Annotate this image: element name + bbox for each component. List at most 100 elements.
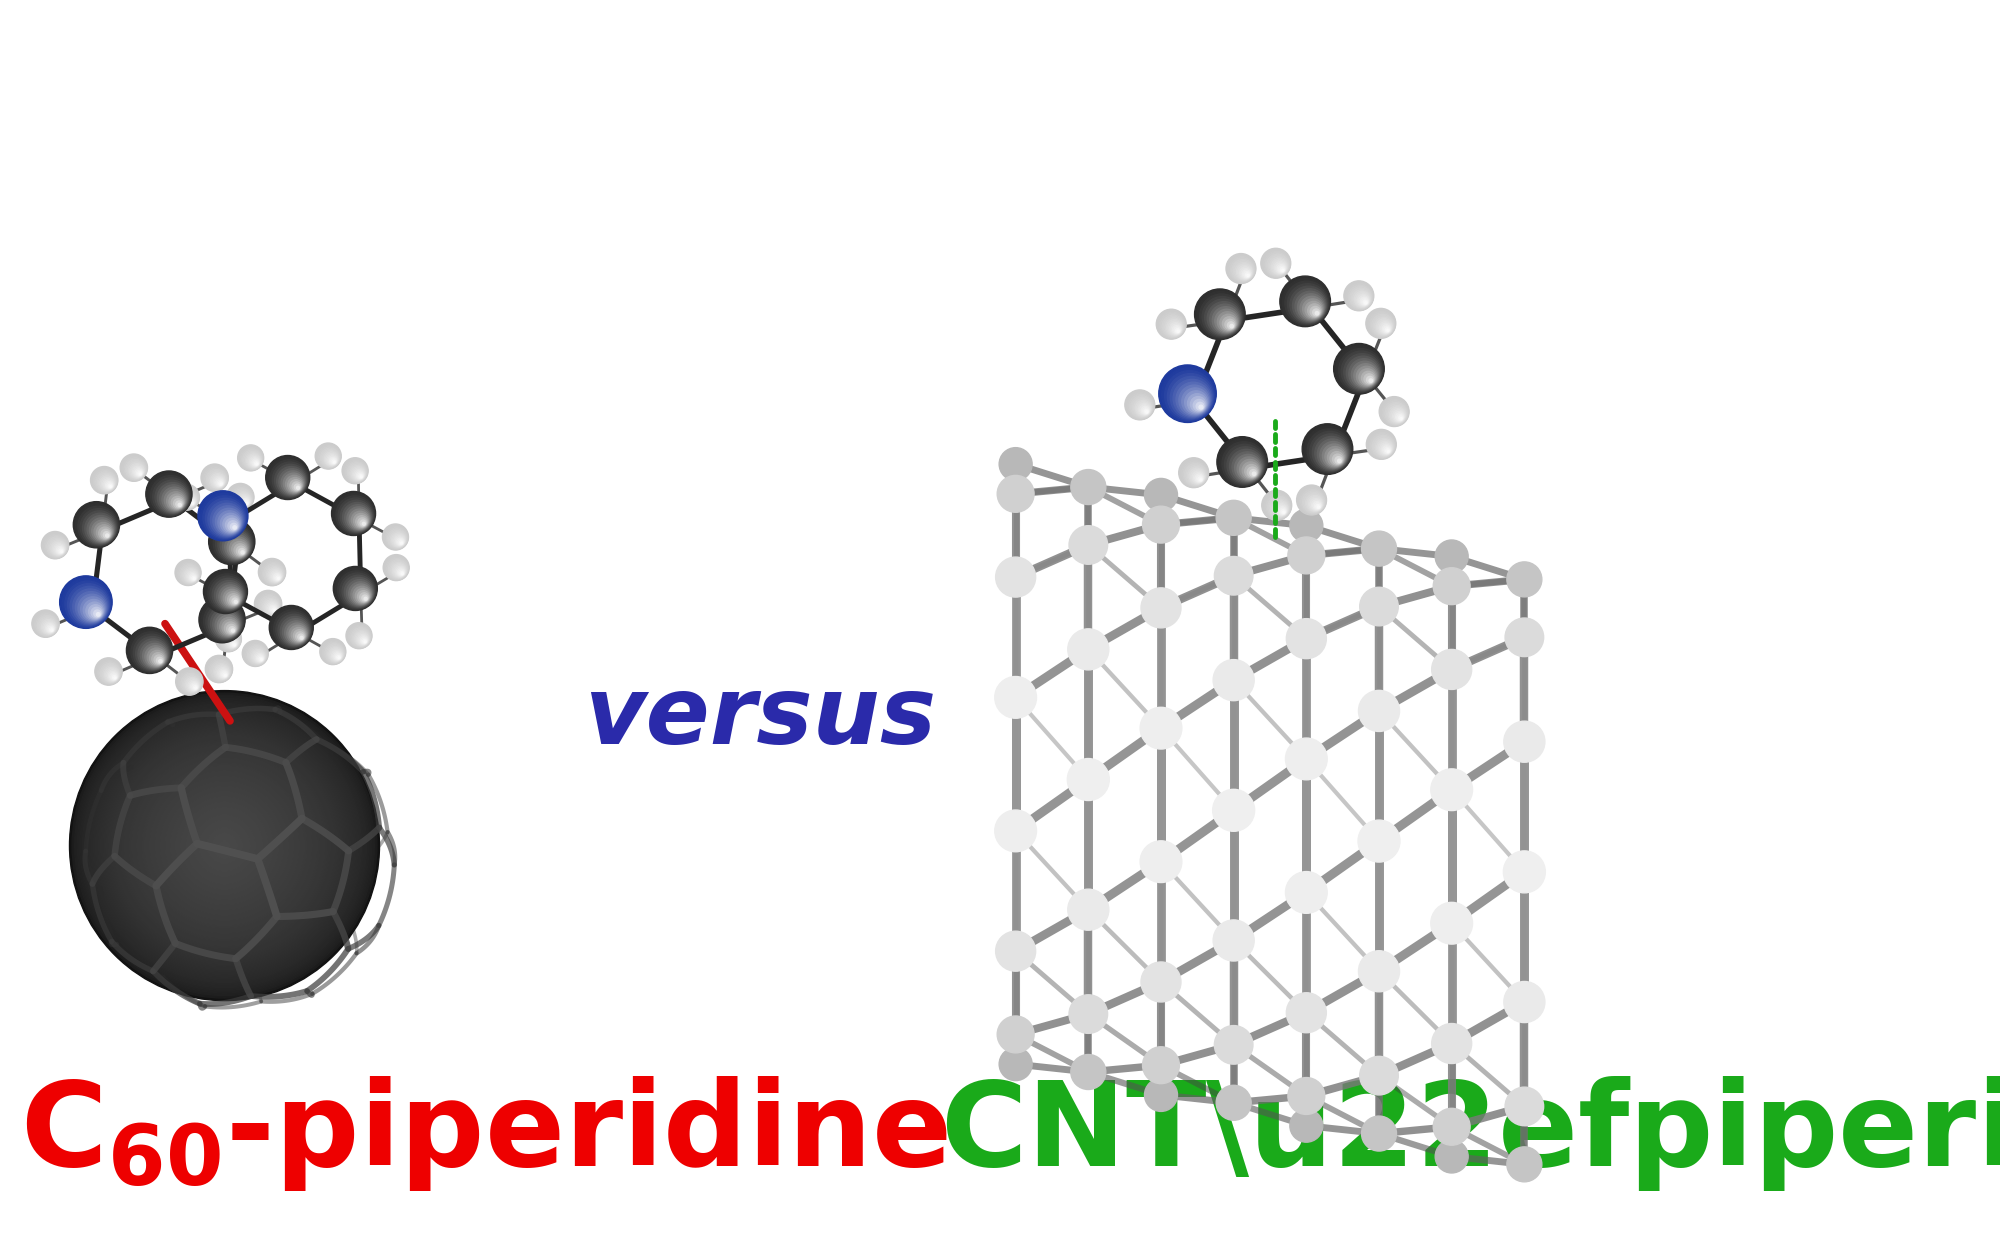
Circle shape <box>150 771 300 921</box>
Circle shape <box>208 658 232 682</box>
Circle shape <box>162 487 186 512</box>
Circle shape <box>178 671 202 694</box>
Circle shape <box>132 467 144 477</box>
Circle shape <box>1330 452 1344 465</box>
Circle shape <box>1394 411 1404 421</box>
Circle shape <box>228 639 238 648</box>
Circle shape <box>1398 415 1404 420</box>
Circle shape <box>1438 1030 1464 1057</box>
Circle shape <box>174 486 200 509</box>
Circle shape <box>176 560 202 585</box>
Circle shape <box>362 522 366 525</box>
Circle shape <box>1222 799 1246 823</box>
Circle shape <box>294 630 306 642</box>
Circle shape <box>258 593 280 616</box>
Circle shape <box>1360 1057 1398 1094</box>
Circle shape <box>158 659 162 663</box>
Circle shape <box>1324 447 1346 467</box>
Circle shape <box>334 493 374 535</box>
Circle shape <box>1214 659 1254 701</box>
Circle shape <box>100 663 120 683</box>
Circle shape <box>286 623 308 644</box>
Circle shape <box>136 469 142 477</box>
Circle shape <box>46 536 68 557</box>
Circle shape <box>1070 1054 1106 1089</box>
Circle shape <box>354 586 370 604</box>
Circle shape <box>214 478 224 487</box>
Circle shape <box>36 614 58 637</box>
Circle shape <box>1356 366 1376 386</box>
Circle shape <box>396 567 404 576</box>
Circle shape <box>256 653 264 662</box>
Circle shape <box>1076 767 1100 791</box>
Circle shape <box>1378 442 1392 455</box>
Circle shape <box>152 653 164 665</box>
Circle shape <box>124 745 326 946</box>
Circle shape <box>264 600 278 614</box>
Circle shape <box>1362 371 1374 385</box>
Circle shape <box>1308 429 1352 473</box>
Circle shape <box>1312 309 1320 316</box>
Circle shape <box>1380 323 1390 333</box>
Circle shape <box>1358 820 1400 862</box>
Circle shape <box>78 594 106 623</box>
Circle shape <box>48 538 66 556</box>
Circle shape <box>38 615 58 635</box>
Circle shape <box>1352 289 1370 308</box>
Circle shape <box>206 469 226 489</box>
Circle shape <box>162 784 286 907</box>
Circle shape <box>352 628 370 647</box>
Circle shape <box>316 444 340 469</box>
Circle shape <box>1166 320 1182 336</box>
Circle shape <box>122 457 146 481</box>
Circle shape <box>1002 564 1028 590</box>
Circle shape <box>1288 283 1328 325</box>
Circle shape <box>1274 502 1288 516</box>
Circle shape <box>98 474 116 491</box>
Circle shape <box>1308 304 1322 317</box>
Circle shape <box>126 747 322 944</box>
Circle shape <box>326 454 338 465</box>
Circle shape <box>248 455 260 468</box>
Circle shape <box>1170 376 1212 419</box>
Circle shape <box>252 649 266 663</box>
Circle shape <box>204 825 246 867</box>
Circle shape <box>74 502 120 547</box>
Circle shape <box>76 591 106 623</box>
Circle shape <box>94 469 116 493</box>
Circle shape <box>996 557 1036 598</box>
Circle shape <box>172 794 276 897</box>
Circle shape <box>78 506 118 546</box>
Circle shape <box>1358 951 1400 991</box>
Circle shape <box>1186 465 1206 486</box>
Circle shape <box>184 804 266 887</box>
Circle shape <box>56 545 64 555</box>
Circle shape <box>396 538 404 545</box>
Circle shape <box>1252 472 1256 476</box>
Circle shape <box>1364 533 1394 564</box>
Circle shape <box>1348 286 1372 309</box>
Circle shape <box>348 582 372 605</box>
Circle shape <box>338 498 374 533</box>
Circle shape <box>1382 400 1408 425</box>
Circle shape <box>252 650 264 663</box>
Circle shape <box>356 516 368 527</box>
Circle shape <box>1226 254 1256 283</box>
Circle shape <box>242 640 268 667</box>
Circle shape <box>254 590 282 618</box>
Circle shape <box>1382 444 1392 454</box>
Circle shape <box>1286 993 1326 1033</box>
Circle shape <box>94 658 122 686</box>
Circle shape <box>140 642 168 669</box>
Circle shape <box>232 541 248 557</box>
Circle shape <box>202 823 248 869</box>
Circle shape <box>158 779 292 913</box>
Circle shape <box>1366 1062 1392 1089</box>
Circle shape <box>92 713 356 977</box>
Circle shape <box>1236 264 1252 281</box>
Circle shape <box>1166 318 1184 336</box>
Circle shape <box>1174 380 1212 418</box>
Circle shape <box>1074 531 1102 559</box>
Circle shape <box>218 481 222 486</box>
Circle shape <box>218 628 240 650</box>
